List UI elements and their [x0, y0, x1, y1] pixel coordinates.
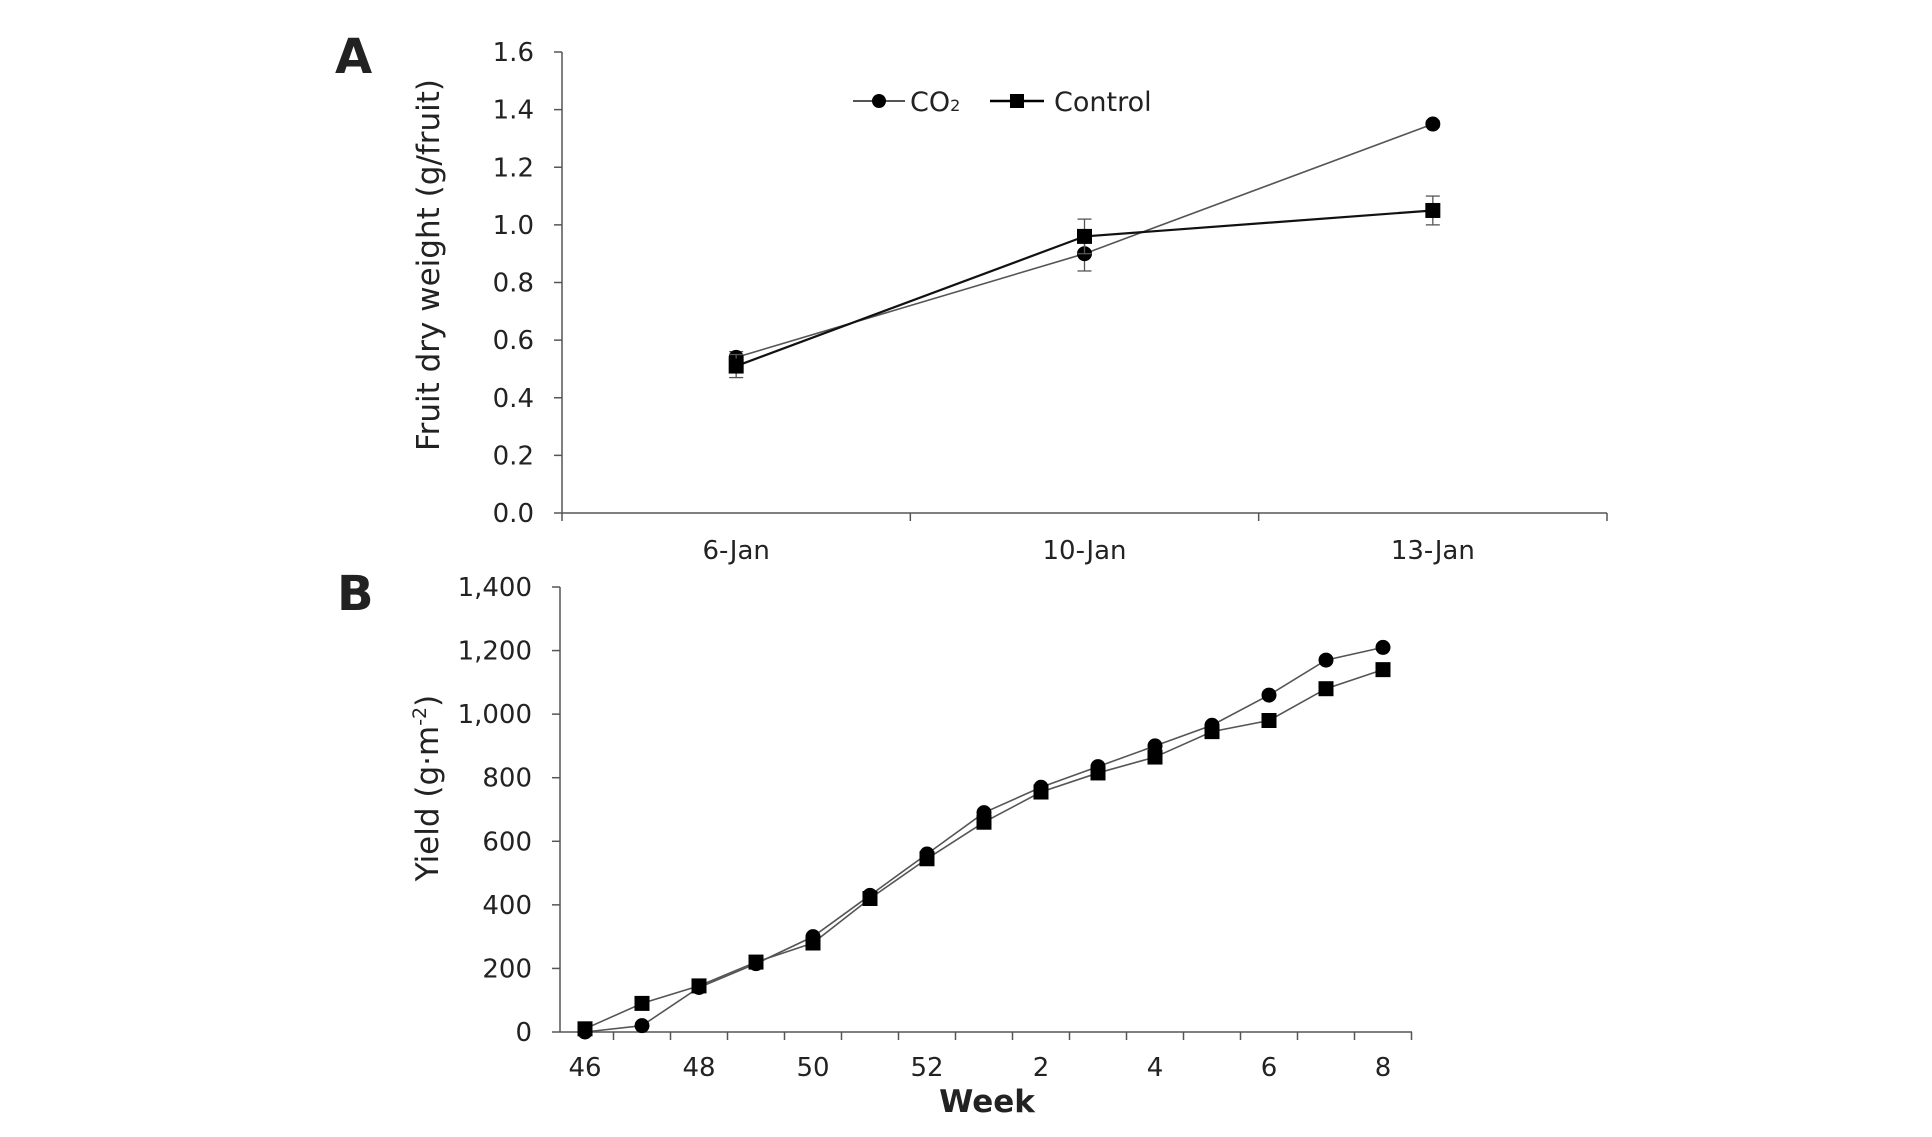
panel-a-legend: CO2 Control — [853, 87, 1152, 118]
panel-b-letter: B — [337, 566, 374, 622]
panel-a-x-tick-label: 10-Jan — [1043, 536, 1127, 566]
panel-b-y-tick-label: 800 — [482, 764, 532, 794]
panel-b-y-tick-label: 200 — [482, 954, 532, 984]
legend-co2-label: CO2 — [910, 87, 960, 118]
panel-b-x-tick-label: 4 — [1147, 1053, 1164, 1083]
panel-a-x-tick-label: 6-Jan — [702, 536, 769, 566]
panel-b-x-tick-label: 2 — [1033, 1053, 1050, 1083]
data-point-control — [1147, 749, 1163, 765]
legend-control-label: Control — [1054, 87, 1152, 118]
panel-b-x-axis-title: Week — [939, 1084, 1036, 1120]
panel-a-y-tick-label: 0.8 — [493, 269, 534, 299]
data-point-co2 — [1425, 116, 1441, 132]
panel-a-letter: A — [335, 29, 372, 85]
data-point-control — [1425, 202, 1441, 218]
panel-a-y-tick-label: 1.4 — [493, 96, 534, 126]
panel-a-y-tick-label: 0.4 — [493, 384, 534, 414]
panel-b-x-tick-labels: 46 48 50 52 2 4 6 8 — [568, 1053, 1391, 1083]
panel-a-y-tick-label: 0.2 — [493, 441, 534, 471]
panel-b-axes — [552, 586, 1413, 1040]
panel-b-y-tick-label: 600 — [482, 827, 532, 857]
data-point-co2 — [1261, 687, 1277, 703]
panel-a-y-tick-label: 0.6 — [493, 326, 534, 356]
panel-b-y-axis-title: Yield (g·m-2) — [409, 695, 446, 883]
panel-a-axes — [554, 51, 1608, 521]
data-point-co2 — [1375, 639, 1391, 655]
data-point-control — [634, 995, 650, 1011]
data-point-control — [1375, 662, 1391, 678]
panel-a: A Fruit dry weight (g/fruit) 0.00.20.40.… — [335, 29, 1608, 566]
data-point-control — [1033, 784, 1049, 800]
panel-a-x-tick-label: 13-Jan — [1391, 536, 1475, 566]
data-point-control — [919, 851, 935, 867]
panel-b-y-tick-label: 400 — [482, 891, 532, 921]
panel-b-y-tick-label: 0 — [515, 1018, 532, 1048]
panel-a-y-tick-label: 1.6 — [493, 38, 534, 68]
data-point-control — [976, 814, 992, 830]
data-point-control — [1318, 681, 1334, 697]
data-point-control — [862, 891, 878, 906]
data-point-control — [728, 358, 744, 374]
panel-b: B Yield (g·m-2) 0 200 400 600 800 1,000 1,200 1… — [337, 566, 1413, 1120]
data-point-control — [1077, 228, 1092, 244]
panel-b-line-co2 — [584, 646, 1384, 1033]
data-point-control — [1204, 724, 1220, 740]
panel-b-x-tick-label: 52 — [910, 1053, 943, 1083]
data-point-control — [691, 978, 707, 994]
panel-b-y-tick-label: 1,400 — [458, 573, 532, 603]
panel-a-x-tick-labels: 6-Jan 10-Jan 13-Jan — [702, 536, 1474, 566]
panel-b-y-tick-label: 1,000 — [458, 700, 532, 730]
panel-a-y-tick-label: 0.0 — [493, 499, 534, 529]
panel-a-y-axis-title: Fruit dry weight (g/fruit) — [411, 79, 447, 451]
data-point-control — [805, 935, 821, 951]
panel-b-x-tick-label: 6 — [1261, 1053, 1278, 1083]
panel-b-series-control — [577, 662, 1391, 1037]
panel-a-y-tick-label: 1.2 — [493, 153, 534, 183]
panel-b-x-tick-label: 50 — [796, 1053, 829, 1083]
panel-b-x-tick-label: 8 — [1375, 1053, 1392, 1083]
panel-a-y-tick-labels: 0.0 0.2 0.4 0.6 0.8 1.0 1.2 1.4 1.6 — [493, 38, 534, 529]
data-point-control — [1090, 765, 1106, 781]
panel-b-y-tick-label: 1,200 — [458, 637, 532, 667]
legend-co2-marker — [872, 94, 886, 108]
panel-a-y-tick-label: 1.0 — [493, 211, 534, 241]
legend-control-marker — [1010, 94, 1024, 108]
panel-a-series-control — [728, 195, 1441, 379]
panel-b-x-tick-label: 46 — [568, 1053, 601, 1083]
data-point-control — [577, 1021, 593, 1037]
panel-a-series — [728, 116, 1441, 379]
panel-b-series — [577, 639, 1391, 1040]
data-point-co2 — [634, 1018, 650, 1034]
data-point-control — [1261, 713, 1277, 728]
panel-b-y-tick-labels: 0 200 400 600 800 1,000 1,200 1,400 — [458, 573, 532, 1048]
panel-b-x-tick-label: 48 — [682, 1053, 715, 1083]
data-point-co2 — [1318, 652, 1334, 668]
data-point-control — [748, 954, 764, 970]
